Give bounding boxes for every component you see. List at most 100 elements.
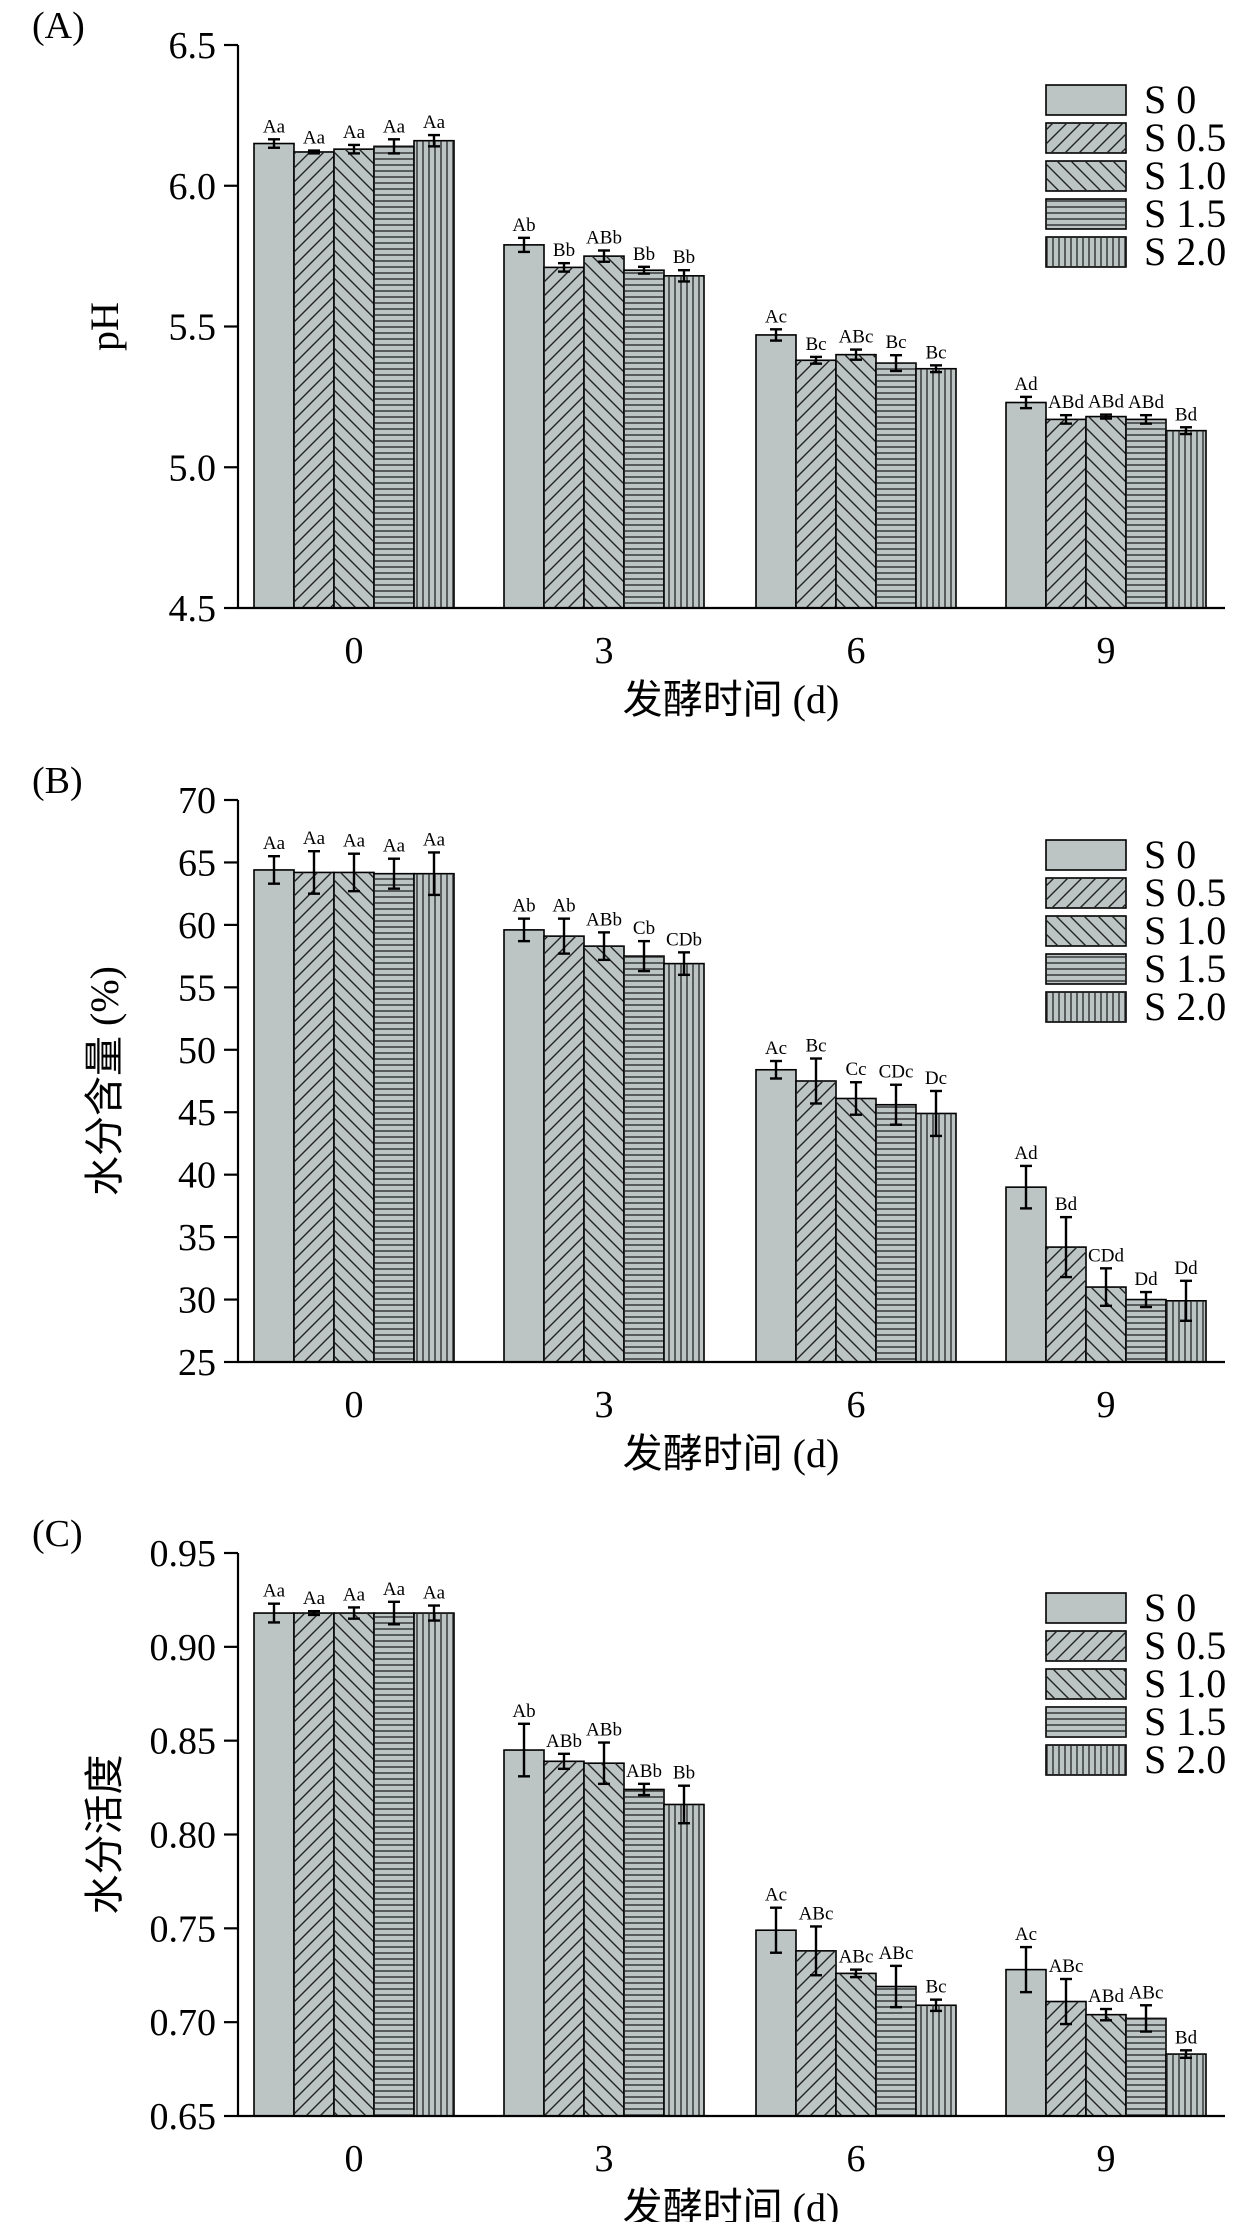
legend-label: S 0	[1144, 832, 1196, 877]
legend-item: S 1.5	[1045, 191, 1226, 236]
legend-item: S 2.0	[1045, 1737, 1226, 1782]
bar-hatch	[1046, 419, 1086, 608]
significance-label: Bc	[885, 332, 906, 353]
y-tick-label: 0.75	[150, 1908, 217, 1950]
legend-swatch-hatch	[1046, 916, 1126, 946]
bar	[1005, 401, 1047, 609]
x-tick-label: 0	[345, 1384, 364, 1426]
bar	[253, 142, 295, 609]
x-tick-label: 3	[595, 1384, 614, 1426]
bar	[253, 1612, 295, 2117]
significance-label: Bc	[925, 1977, 946, 1998]
x-tick-label: 6	[847, 630, 866, 672]
bar-hatch	[916, 368, 956, 608]
legend-item: S 1.0	[1045, 908, 1226, 953]
bar-hatch	[584, 946, 624, 1362]
significance-label: Ad	[1014, 374, 1038, 395]
x-tick-label: 0	[345, 630, 364, 672]
significance-label: ABb	[626, 1761, 662, 1782]
significance-label: Cb	[633, 918, 655, 939]
y-tick-label: 25	[178, 1342, 216, 1384]
bar-hatch	[334, 1613, 374, 2116]
x-axis-title: 发酵时间 (d)	[623, 677, 840, 722]
significance-label: Ab	[512, 215, 535, 236]
significance-label: Aa	[423, 1583, 446, 1604]
significance-label: Aa	[423, 112, 446, 133]
significance-label: ABc	[879, 1943, 914, 1964]
bar-hatch	[796, 1081, 836, 1362]
significance-label: Dd	[1134, 1269, 1158, 1290]
significance-label: Bd	[1175, 2027, 1198, 2048]
significance-label: Aa	[303, 1588, 326, 1609]
significance-label: Aa	[263, 1581, 286, 1602]
legend-swatch-hatch	[1046, 199, 1126, 229]
legend-swatch-hatch	[1046, 123, 1126, 153]
legend-label: S 2.0	[1144, 229, 1226, 274]
panel-c: (C)AaAbAcAcAaABbABcABcAaABbABcABdAaABbAB…	[32, 1513, 1226, 2222]
legend-item: S 0	[1045, 832, 1196, 877]
y-tick-label: 50	[178, 1030, 216, 1072]
bar	[1005, 1186, 1047, 1363]
y-tick-label: 0.85	[150, 1721, 217, 1763]
legend-label: S 0.5	[1144, 115, 1226, 160]
bar-hatch	[836, 354, 876, 608]
legend-item: S 0	[1045, 1585, 1196, 1630]
significance-label: ABd	[1088, 1986, 1124, 2007]
significance-label: Ab	[512, 1701, 535, 1722]
significance-label: Ac	[765, 1038, 787, 1059]
significance-label: ABb	[586, 227, 622, 248]
bar-hatch	[876, 1104, 916, 1362]
bar-hatch	[916, 2005, 956, 2116]
legend-swatch-hatch	[1046, 237, 1126, 267]
significance-label: Aa	[263, 116, 286, 137]
x-tick-label: 9	[1097, 630, 1116, 672]
legend-label: S 2.0	[1144, 984, 1226, 1029]
bar	[503, 244, 545, 609]
bar	[755, 1929, 797, 2117]
significance-label: CDb	[666, 929, 702, 950]
y-tick-label: 0.65	[150, 2096, 217, 2138]
bar-hatch	[796, 360, 836, 608]
y-tick-label: 55	[178, 967, 216, 1009]
significance-label: ABd	[1128, 392, 1164, 413]
bar-hatch	[1086, 2014, 1126, 2116]
y-tick-label: 70	[178, 780, 216, 822]
bar-hatch	[584, 1763, 624, 2116]
legend: S 0S 0.5S 1.0S 1.5S 2.0	[1045, 1585, 1226, 1782]
bar	[755, 1068, 797, 1363]
significance-label: ABd	[1088, 392, 1124, 413]
significance-label: Ac	[765, 306, 787, 327]
significance-label: Ac	[1015, 1924, 1037, 1945]
significance-label: Aa	[263, 833, 286, 854]
significance-label: Ac	[765, 1885, 787, 1906]
significance-label: Bb	[553, 240, 575, 261]
legend-label: S 1.5	[1144, 1699, 1226, 1744]
significance-label: Bc	[805, 334, 826, 355]
significance-label: Bb	[673, 247, 695, 268]
y-tick-label: 0.80	[150, 1815, 217, 1857]
legend-swatch-hatch	[1046, 1745, 1126, 1775]
x-tick-label: 6	[847, 1384, 866, 1426]
bar-hatch	[414, 140, 454, 608]
panel-label: (C)	[32, 1513, 83, 1555]
legend-item: S 0.5	[1045, 115, 1226, 160]
significance-label: Dc	[925, 1068, 947, 1089]
legend-label: S 0.5	[1144, 1623, 1226, 1668]
bar	[253, 869, 295, 1363]
bar-hatch	[876, 363, 916, 608]
y-tick-label: 6.0	[169, 166, 217, 208]
bar-hatch	[796, 1950, 836, 2116]
bar-hatch	[1166, 430, 1206, 608]
legend-label: S 1.0	[1144, 908, 1226, 953]
bar-hatch	[414, 873, 454, 1362]
legend-swatch	[1045, 1592, 1127, 1624]
significance-label: CDc	[879, 1062, 914, 1083]
legend-swatch-hatch	[1046, 954, 1126, 984]
y-tick-label: 65	[178, 842, 216, 884]
bar-hatch	[916, 1113, 956, 1362]
y-tick-label: 35	[178, 1217, 216, 1259]
bar	[503, 929, 545, 1363]
x-axis-title: 发酵时间 (d)	[623, 2185, 840, 2222]
significance-label: Bb	[633, 244, 655, 265]
significance-label: ABb	[546, 1731, 582, 1752]
